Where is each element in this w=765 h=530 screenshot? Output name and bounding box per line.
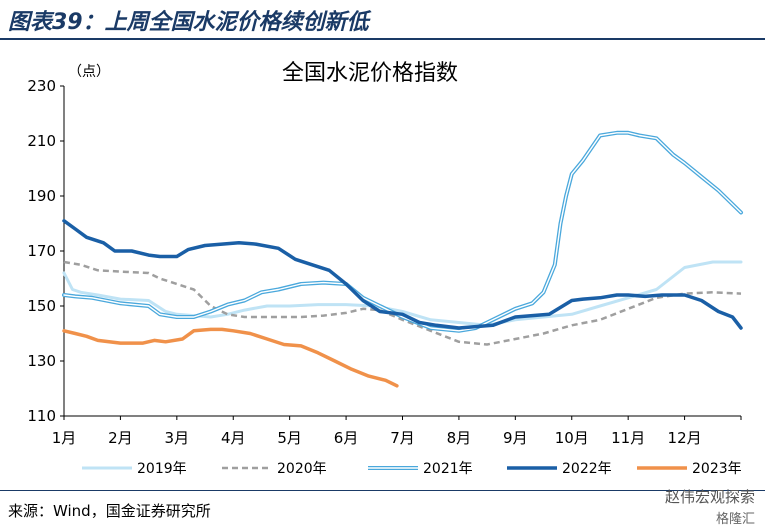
y-tick-label: 130 <box>27 352 56 370</box>
x-tick-label: 7月 <box>390 429 415 447</box>
x-tick-label: 5月 <box>277 429 302 447</box>
y-tick-label: 170 <box>27 242 56 260</box>
legend-label: 2019年 <box>137 461 187 477</box>
figure-title: 图表39：上周全国水泥价格续创新低 <box>8 10 369 35</box>
axes: 110 130 150 170 190 210 230 1月 2月 3月 4月 5月 6月 7月 8月 9月 1… <box>27 77 742 447</box>
watermark: 赵伟宏观探索 <box>664 488 755 506</box>
x-tick-label: 11月 <box>611 429 645 447</box>
x-tick-label: 2月 <box>108 429 133 447</box>
series-line-2021 <box>62 130 743 333</box>
series-line-2021-inner <box>63 132 742 332</box>
series-line-2019 <box>62 260 743 327</box>
series-layer <box>62 130 743 388</box>
source-rule <box>0 490 765 491</box>
x-tick-label: 8月 <box>447 429 472 447</box>
chart-svg: 全国水泥价格指数 （点） 110 130 150 170 190 210 230 1月 2月 3月… <box>27 61 743 477</box>
x-tick-label: 1月 <box>52 429 77 447</box>
watermark-2: 格隆汇 <box>715 512 755 527</box>
y-tick-label: 150 <box>27 297 56 315</box>
y-tick-label: 110 <box>27 407 56 425</box>
y-unit-label: （点） <box>68 64 110 80</box>
legend-label: 2022年 <box>562 461 612 477</box>
x-tick-label: 4月 <box>221 429 246 447</box>
title-rule <box>0 38 765 40</box>
y-tick-label: 210 <box>27 132 56 150</box>
legend-label: 2021年 <box>423 461 473 477</box>
x-tick-label: 12月 <box>668 429 702 447</box>
chart-title: 全国水泥价格指数 <box>282 61 458 86</box>
y-tick-label: 190 <box>27 187 56 205</box>
series-line-2023 <box>62 327 399 388</box>
series-line-2020 <box>63 260 742 346</box>
series-line-2022 <box>62 219 743 330</box>
x-tick-label: 9月 <box>503 429 528 447</box>
legend-label: 2023年 <box>692 461 742 477</box>
legend: 2019年 2020年 2021年 2022年 2023年 <box>82 461 742 477</box>
x-tick-label: 3月 <box>165 429 190 447</box>
y-tick-label: 230 <box>27 77 56 95</box>
legend-label: 2020年 <box>277 461 327 477</box>
x-tick-label: 10月 <box>555 429 589 447</box>
source-note: 来源：Wind，国金证券研究所 <box>8 502 211 520</box>
x-tick-label: 6月 <box>334 429 359 447</box>
